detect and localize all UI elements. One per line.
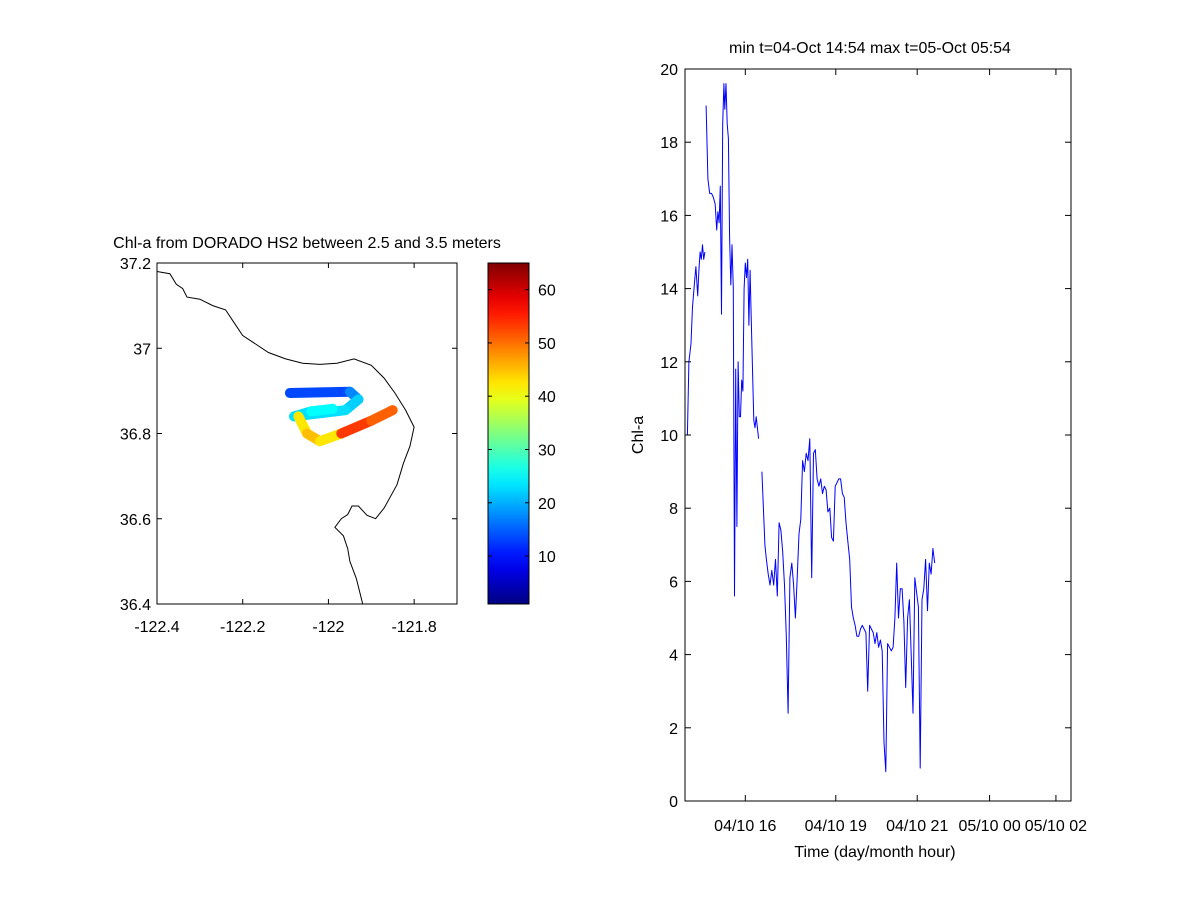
map-plot-area [156,271,415,605]
chl-a-series-line [685,244,706,436]
ts-y-tick-label: 10 [660,428,678,445]
chl-a-series-line [705,83,760,597]
ts-y-tick-label: 4 [669,648,678,665]
map-x-tick-label: -122 [312,619,344,636]
track-segment [366,405,398,426]
colorbar-tick-label: 10 [538,549,556,566]
map-y-tick-label: 36.6 [120,512,151,529]
timeseries-title: min t=04-Oct 14:54 max t=05-Oct 05:54 [729,40,1011,57]
ts-y-tick-label: 2 [669,721,678,738]
timeseries-chart: min t=04-Oct 14:54 max t=05-Oct 05:54 0 2… [630,40,1087,861]
timeseries-axes: 0 2 4 6 8 10 12 14 16 18 20 04/10 16 04/10 19 04/10 2… [660,62,1087,835]
ts-x-tick-label: 04/10 19 [805,818,867,835]
ts-y-tick-label: 8 [669,501,678,518]
ts-y-tick-label: 6 [669,574,678,591]
track-segment [306,403,338,417]
colorbar-gradient [487,262,530,605]
ts-x-tick-label: 04/10 16 [714,818,776,835]
map-axes: -122.4 -122.2 -122 -121.8 36.4 36.6 36.8 37 37.2 [120,256,457,636]
coastline [156,271,415,605]
ts-y-tick-label: 0 [669,794,678,811]
ts-x-tick-label: 05/10 02 [1025,818,1087,835]
track-segment [336,415,377,439]
map-x-tick-label: -122.2 [220,619,265,636]
map-y-tick-label: 37.2 [120,256,151,273]
map-chart: Chl-a from DORADO HS2 between 2.5 and 3.… [113,235,501,636]
colorbar-tick-label: 40 [538,389,556,406]
map-y-tick-label: 36.8 [120,427,151,444]
ts-y-tick-label: 20 [660,62,678,79]
timeseries-axes-frame [684,68,1072,802]
map-y-tick-label: 36.4 [120,597,151,614]
colorbar-tick-label: 50 [538,336,556,353]
ts-y-tick-label: 12 [660,355,678,372]
colorbar-ticks: 10 20 30 40 50 60 [488,283,556,566]
colorbar-tick-label: 60 [538,283,556,300]
map-x-tick-label: -121.8 [391,619,436,636]
map-x-tick-label: -122.4 [134,619,179,636]
track-segment [284,386,355,398]
timeseries-x-axis-label: Time (day/month hour) [794,844,955,861]
chl-a-series-line [761,438,936,773]
map-y-tick-label: 37 [133,341,151,358]
timeseries-y-axis-label: Chl-a [630,416,647,454]
map-title: Chl-a from DORADO HS2 between 2.5 and 3.… [113,235,501,252]
colorbar: 10 20 30 40 50 60 [487,262,556,605]
timeseries-plot-area [685,83,936,773]
ts-y-tick-label: 14 [660,282,678,299]
ts-y-tick-label: 16 [660,208,678,225]
colorbar-tick-label: 20 [538,496,556,513]
colorbar-tick-label: 30 [538,442,556,459]
ts-x-tick-label: 04/10 21 [886,818,948,835]
ts-y-tick-label: 18 [660,135,678,152]
ts-x-tick-label: 05/10 00 [958,818,1020,835]
